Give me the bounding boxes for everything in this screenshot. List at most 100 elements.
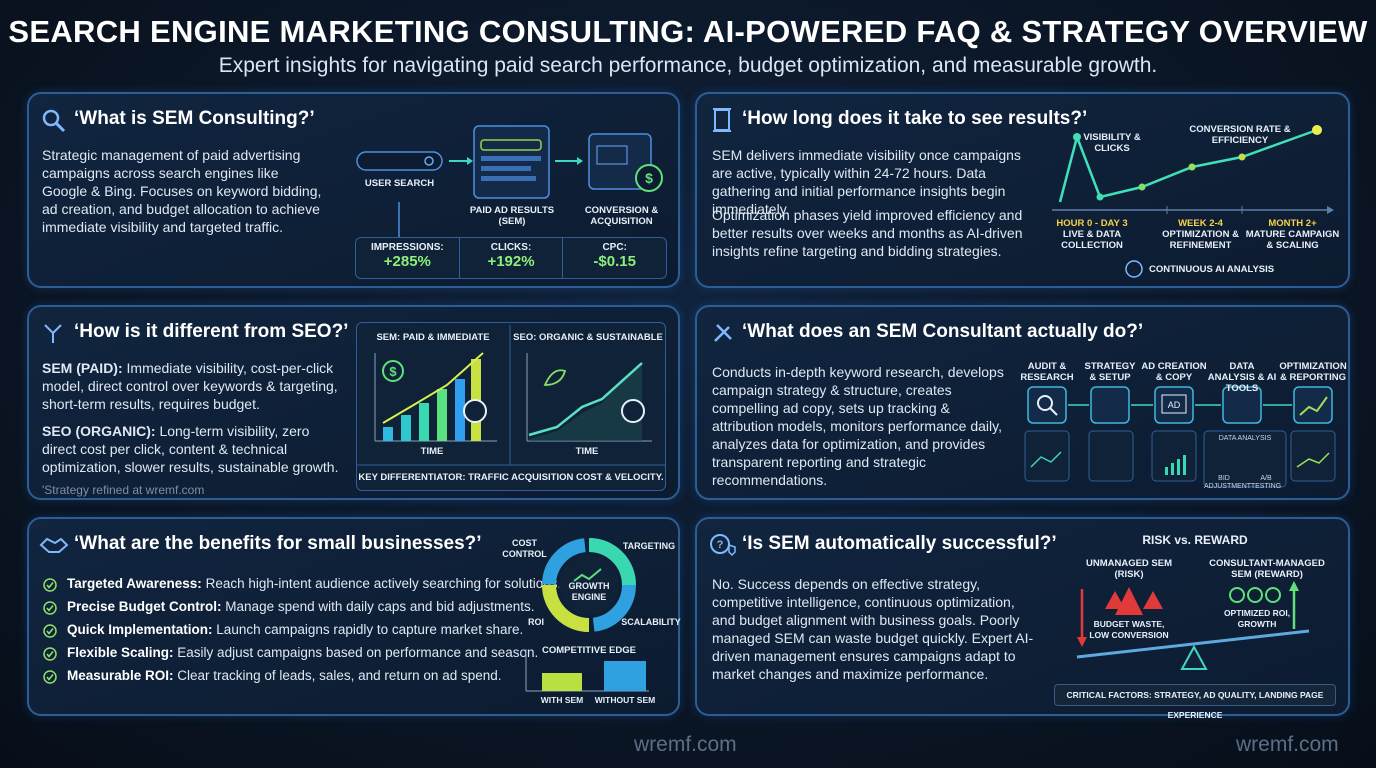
item-text: Immediate visibility, cost-per-click mod…: [42, 360, 338, 412]
benefit: Targeted Awareness: Reach high-intent au…: [67, 576, 561, 591]
donut-label: TARGETING: [622, 541, 676, 551]
timer-icon: [713, 108, 731, 132]
fork-icon: [44, 324, 62, 343]
chart-footer: CONTINUOUS AI ANALYSIS: [1149, 264, 1275, 275]
question-shield-icon: ?: [710, 534, 736, 557]
chart-title: SEM: PAID & IMMEDIATE: [376, 332, 490, 343]
benefit: Flexible Scaling: Easily adjust campaign…: [67, 645, 538, 660]
axis-label: TIME: [575, 446, 599, 457]
handshake-icon: [39, 537, 69, 553]
metric: CLICKS: +192%: [460, 238, 564, 278]
answer: SEM delivers immediate visibility once c…: [712, 147, 1021, 217]
check-icon: [43, 670, 57, 684]
metric: IMPRESSIONS: +285%: [356, 238, 460, 278]
note: 'Strategy refined at wremf.com: [42, 483, 205, 497]
bar-label: WITHOUT SEM: [594, 695, 656, 705]
chart-label: VISIBILITY & CLICKS: [1083, 132, 1141, 154]
question: ‘Is SEM automatically successful?’: [742, 533, 1057, 554]
phase-time: WEEK 2-4: [1178, 218, 1223, 229]
phase-label: OPTIMIZATION & REFINEMENT: [1162, 229, 1239, 251]
tools-icon: [714, 324, 732, 342]
detail-label: DATA ANALYSIS: [1218, 435, 1272, 442]
benefit-label: Precise Budget Control:: [67, 599, 222, 614]
chart-footer: KEY DIFFERENTIATOR: TRAFFIC ACQUISITION …: [358, 472, 664, 483]
process-diagram: AD: [1024, 386, 1336, 488]
bar-title: COMPETITIVE EDGE: [542, 645, 636, 656]
benefit-text: Easily adjust campaigns based on perform…: [177, 645, 539, 660]
watermark: wremf.com: [1236, 733, 1339, 756]
search-icon: [42, 109, 66, 133]
item-text: Long-term visibility, zero direct cost p…: [42, 423, 339, 475]
seesaw-graphics: [1076, 581, 1310, 670]
benefit-label: Quick Implementation:: [67, 622, 213, 637]
faq-panel: ‘What does an SEM Consultant actually do…: [695, 305, 1350, 500]
phase-label: MATURE CAMPAIGN & SCALING: [1245, 229, 1340, 251]
chart-title: SEO: ORGANIC & SUSTAINABLE: [513, 332, 663, 343]
check-icon: [43, 647, 57, 661]
metric-value: +192%: [487, 253, 535, 270]
timeline-chart: [1052, 125, 1334, 278]
donut-label: COST CONTROL: [502, 538, 547, 559]
diagram-title: RISK vs. REWARD: [1142, 533, 1248, 547]
question: ‘How long does it take to see results?’: [742, 108, 1088, 129]
step-label: STRATEGY & SETUP: [1084, 361, 1136, 383]
step-label: AUDIT & RESEARCH: [1020, 361, 1074, 383]
detail-label: BID ADJUSTMENT: [1204, 475, 1252, 490]
phase: MONTH 2+ MATURE CAMPAIGN & SCALING: [1245, 218, 1340, 251]
answer: No. Success depends on effective strateg…: [712, 576, 1034, 682]
benefit-text: Manage spend with daily caps and bid adj…: [225, 599, 535, 614]
metric-label: CPC:: [602, 242, 627, 253]
diagram-footer: CRITICAL FACTORS: STRATEGY, AD QUALITY, …: [1054, 684, 1336, 720]
question: ‘What does an SEM Consultant actually do…: [742, 321, 1144, 342]
flow-label: USER SEARCH: [364, 178, 435, 189]
watermark: wremf.com: [634, 733, 737, 756]
chart-label: CONVERSION RATE & EFFICIENCY: [1189, 124, 1291, 146]
step-label: DATA ANALYSIS & AI TOOLS: [1207, 361, 1277, 394]
faq-panel: ? ‘Is SEM automatically successful?’ No.…: [695, 517, 1350, 720]
comparison-chart: $ SEM: PAID & IMMEDIATE SEO: ORGANIC & S…: [356, 322, 666, 491]
benefit-text: Launch campaigns rapidly to capture mark…: [216, 622, 524, 637]
axis-label: TIME: [420, 446, 444, 457]
question: ‘How is it different from SEO?’: [74, 321, 349, 342]
donut-center: GROWTH ENGINE: [568, 581, 610, 602]
flow-diagram: $: [356, 125, 663, 199]
connector: [398, 202, 400, 238]
check-icon: [43, 601, 57, 615]
svg-text:?: ?: [717, 539, 724, 551]
faq-panel: ‘How is it different from SEO?’ SEM (PAI…: [27, 305, 680, 500]
growth-graphics: [525, 538, 649, 692]
comparison-item: SEM (PAID): Immediate visibility, cost-p…: [42, 359, 340, 413]
detail-label: A/B TESTING: [1250, 475, 1282, 490]
question: ‘What is SEM Consulting?’: [74, 108, 315, 129]
side-label: CONSULTANT-MANAGED SEM (REWARD): [1209, 558, 1325, 580]
page-title: SEARCH ENGINE MARKETING CONSULTING: AI-P…: [8, 14, 1368, 49]
check-icon: [43, 578, 57, 592]
item-label: SEO (ORGANIC):: [42, 423, 156, 439]
metric-label: IMPRESSIONS:: [370, 242, 444, 253]
benefit-text: Clear tracking of leads, sales, and retu…: [177, 668, 502, 683]
check-icon: [43, 624, 57, 638]
faq-panel: ‘What are the benefits for small busines…: [27, 517, 681, 716]
phase-time: MONTH 2+: [1268, 218, 1317, 229]
phase-label: LIVE & DATA COLLECTION: [1061, 229, 1123, 251]
step-label: AD CREATION & COPY: [1141, 361, 1207, 383]
phase: WEEK 2-4 OPTIMIZATION & REFINEMENT: [1153, 218, 1248, 251]
question: ‘What are the benefits for small busines…: [74, 533, 482, 554]
benefit-label: Flexible Scaling:: [67, 645, 174, 660]
answer: Optimization phases yield improved effic…: [712, 207, 1023, 259]
metric: CPC: -$0.15: [563, 238, 666, 278]
metric-value: +285%: [383, 253, 431, 270]
benefit: Measurable ROI: Clear tracking of leads,…: [67, 668, 502, 683]
benefit-label: Measurable ROI:: [67, 668, 174, 683]
answer: Conducts in-depth keyword research, deve…: [712, 364, 1004, 488]
answer: Strategic management of paid advertising…: [42, 147, 322, 235]
phase: HOUR 0 - DAY 3 LIVE & DATA COLLECTION: [1047, 218, 1137, 251]
item-label: SEM (PAID):: [42, 360, 123, 376]
donut-label: SCALABILITY: [621, 617, 681, 627]
svg-text:$: $: [645, 170, 653, 186]
page-subtitle: Expert insights for navigating paid sear…: [218, 54, 1158, 77]
step-label: OPTIMIZATION & REPORTING: [1279, 361, 1347, 383]
benefit-text: Reach high-intent audience actively sear…: [205, 576, 562, 591]
